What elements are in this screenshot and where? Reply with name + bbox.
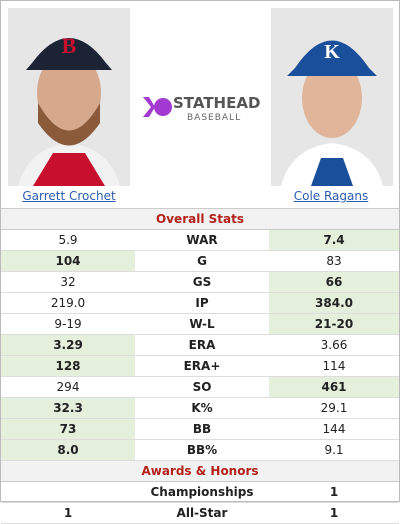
right-value: 9.1 <box>269 439 399 461</box>
stat-row: 104 G 83 <box>1 250 399 272</box>
stat-row: 5.9 WAR 7.4 <box>1 229 399 251</box>
section-title: Awards & Honors <box>1 460 399 482</box>
stat-name: BB <box>135 418 269 440</box>
svg-text:K: K <box>324 41 340 63</box>
right-value: 7.4 <box>269 229 399 251</box>
stat-name: All-Star <box>135 502 269 524</box>
stat-name: IP <box>135 292 269 314</box>
player-link[interactable]: Garrett Crochet <box>22 189 116 203</box>
left-value: 294 <box>1 376 135 398</box>
left-value: 5.9 <box>1 229 135 251</box>
player-photo: K <box>271 8 393 186</box>
stat-name: SO <box>135 376 269 398</box>
stat-name: W-L <box>135 313 269 335</box>
right-value: 384.0 <box>269 292 399 314</box>
right-value: 1 <box>269 502 399 524</box>
right-value: 3.66 <box>269 334 399 356</box>
logo-sub: BASEBALL <box>187 113 241 123</box>
right-value: 29.1 <box>269 397 399 419</box>
stat-name: Championships <box>135 481 269 503</box>
stat-row: 3.29 ERA 3.66 <box>1 334 399 356</box>
stat-row: 294 SO 461 <box>1 376 399 398</box>
right-value: 114 <box>269 355 399 377</box>
left-value: 32.3 <box>1 397 135 419</box>
section-row: Awards & Honors <box>1 460 399 482</box>
stat-name: GS <box>135 271 269 293</box>
stat-row: Championships 1 <box>1 481 399 503</box>
stat-name: BB% <box>135 439 269 461</box>
stat-row: 9-19 W-L 21-20 <box>1 313 399 335</box>
left-value: 73 <box>1 418 135 440</box>
right-value: 21-20 <box>269 313 399 335</box>
stat-row: 32 GS 66 <box>1 271 399 293</box>
right-value: 1 <box>269 481 399 503</box>
stat-row: 8.0 BB% 9.1 <box>1 439 399 461</box>
logo-brand: STATHEAD <box>173 94 260 112</box>
svg-text:B: B <box>62 33 77 58</box>
stat-name: G <box>135 250 269 272</box>
stat-row: 1 All-Star 1 <box>1 502 399 524</box>
left-value: 32 <box>1 271 135 293</box>
left-value: 219.0 <box>1 292 135 314</box>
left-value: 128 <box>1 355 135 377</box>
left-value: 8.0 <box>1 439 135 461</box>
stat-row: 128 ERA+ 114 <box>1 355 399 377</box>
right-value: 66 <box>269 271 399 293</box>
stat-row: 219.0 IP 384.0 <box>1 292 399 314</box>
left-value: 104 <box>1 250 135 272</box>
stat-name: WAR <box>135 229 269 251</box>
player-photo: B <box>8 8 130 186</box>
stat-name: K% <box>135 397 269 419</box>
right-value: 144 <box>269 418 399 440</box>
player-link[interactable]: Cole Ragans <box>293 189 369 203</box>
stats-table: Overall Stats 5.9 WAR 7.4 104 G 83 32 GS 66 219.0 I… <box>1 209 399 524</box>
stat-row: 73 BB 144 <box>1 418 399 440</box>
left-value: 1 <box>1 502 135 524</box>
section-title: Overall Stats <box>1 209 399 230</box>
stat-name: ERA <box>135 334 269 356</box>
left-value: 3.29 <box>1 334 135 356</box>
section-row: Overall Stats <box>1 209 399 230</box>
left-value <box>1 481 135 503</box>
left-value: 9-19 <box>1 313 135 335</box>
logo: STATHEAD BASEBALL <box>143 94 260 123</box>
stat-row: 32.3 K% 29.1 <box>1 397 399 419</box>
right-value: 461 <box>269 376 399 398</box>
stat-name: ERA+ <box>135 355 269 377</box>
right-value: 83 <box>269 250 399 272</box>
header: B K Garrett Crochet Cole Ragans STATHEAD… <box>1 1 399 209</box>
